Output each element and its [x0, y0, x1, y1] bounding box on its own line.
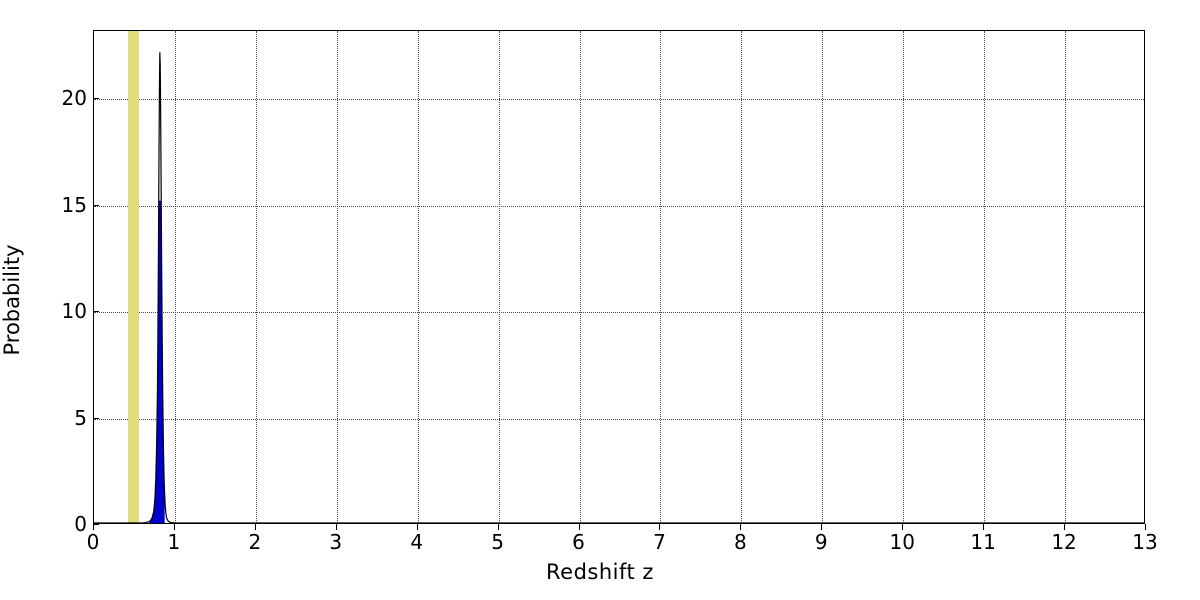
gridline-vertical [174, 31, 176, 523]
y-tick-mark [93, 417, 99, 419]
x-tick-mark [821, 524, 823, 530]
gridline-horizontal [94, 312, 1144, 314]
x-axis-label: Redshift z [546, 560, 654, 584]
gridline-vertical [498, 31, 500, 523]
y-axis-label: Probability [0, 244, 24, 356]
x-tick-mark [173, 524, 175, 530]
x-tick-label: 11 [970, 530, 996, 554]
x-tick-label: 6 [572, 530, 585, 554]
x-tick-mark [335, 524, 337, 530]
gridline-vertical [660, 31, 662, 523]
y-tick-label: 15 [61, 192, 87, 217]
y-tick-mark [93, 524, 99, 525]
x-tick-mark [902, 524, 904, 530]
confidence-interval-fill [149, 200, 165, 523]
x-tick-mark [254, 524, 256, 530]
x-tick-mark [93, 524, 94, 530]
x-tick-label: 3 [329, 530, 343, 554]
x-tick-label: 12 [1051, 530, 1077, 554]
gridline-vertical [903, 31, 905, 523]
x-tick-mark [416, 524, 418, 530]
gridline-vertical [579, 31, 581, 523]
gridline-vertical [417, 31, 419, 523]
x-tick-label: 2 [248, 530, 262, 554]
x-tick-mark [983, 524, 985, 530]
y-tick-mark [93, 311, 99, 313]
gridline-vertical [1065, 31, 1067, 523]
x-tick-label: 0 [86, 530, 100, 554]
gridline-horizontal [94, 418, 1144, 420]
y-tick-label: 10 [61, 299, 87, 324]
y-tick-label: 20 [61, 86, 87, 111]
x-tick-mark [1064, 524, 1066, 530]
x-tick-label: 10 [889, 530, 915, 554]
x-tick-label: 5 [491, 530, 504, 554]
y-tick-label: 5 [74, 405, 87, 430]
gridline-horizontal [94, 205, 1144, 207]
gridline-vertical [984, 31, 986, 523]
x-tick-mark [578, 524, 580, 530]
x-tick-label: 4 [410, 530, 424, 554]
x-tick-mark [497, 524, 499, 530]
x-tick-label: 9 [814, 530, 828, 554]
x-tick-label: 7 [653, 530, 666, 554]
y-tick-label: 0 [74, 512, 87, 536]
spectroscopic-redshift-band [127, 31, 139, 523]
gridline-vertical [336, 31, 338, 523]
x-tick-label: 8 [734, 530, 747, 554]
gridline-vertical [822, 31, 824, 523]
y-tick-mark [93, 204, 99, 206]
pdf-outline [94, 52, 1144, 523]
gridline-horizontal [94, 99, 1144, 101]
y-tick-mark [93, 98, 99, 100]
redshift-probability-curve [94, 31, 1144, 523]
x-tick-mark [1145, 524, 1146, 530]
x-tick-mark [740, 524, 742, 530]
gridline-vertical [255, 31, 257, 523]
plot-area [93, 30, 1145, 524]
x-tick-mark [659, 524, 661, 530]
x-tick-label: 1 [167, 530, 181, 554]
gridline-vertical [741, 31, 743, 523]
x-tick-label: 13 [1132, 530, 1158, 554]
